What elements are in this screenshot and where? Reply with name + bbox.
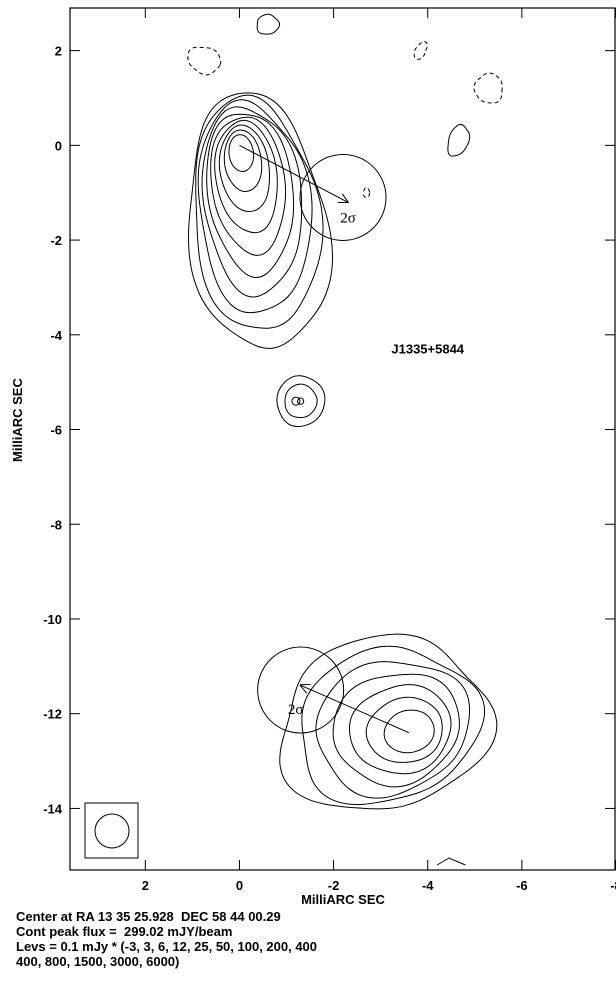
south-contour [348, 684, 452, 775]
y-tick-label: -10 [43, 612, 62, 627]
south-contour [301, 645, 486, 805]
y-tick-label: -8 [50, 517, 62, 532]
source-name-label: J1335+5844 [391, 342, 464, 357]
north-contour [210, 116, 287, 256]
y-tick-label: -14 [43, 801, 63, 816]
contour-layer [187, 13, 503, 866]
plot-border [69, 7, 616, 871]
y-tick-label: -12 [43, 707, 62, 722]
x-axis-label: MilliARC SEC [301, 892, 385, 907]
footer-line-levels-cont: 400, 800, 1500, 3000, 6000) [16, 954, 180, 969]
y-axis-ticks: 2 0 -2 -4 -6 -8 -10 -12 -14 [43, 44, 615, 816]
beam-ellipse [94, 813, 130, 849]
north-contour [228, 134, 255, 172]
offset-arrow [301, 685, 410, 734]
x-tick-label: 0 [236, 878, 243, 893]
middle-contour [297, 397, 305, 405]
north-contour [206, 113, 295, 278]
x-tick-label: -6 [516, 878, 528, 893]
north-contour [218, 124, 270, 212]
offset-arrow [239, 144, 347, 202]
plot-frame [69, 7, 616, 871]
negative-contour [473, 72, 503, 104]
north-contour [201, 106, 303, 298]
middle-contour [284, 383, 318, 419]
footer-info: Center at RA 13 35 25.928 DEC 58 44 00.2… [16, 909, 606, 969]
south-contour [279, 633, 498, 810]
noise-contour [291, 396, 301, 406]
y-tick-label: 2 [55, 44, 62, 59]
noise-contour [436, 857, 466, 866]
x-tick-label: -8 [610, 878, 616, 893]
x-tick-label: 2 [142, 878, 149, 893]
south-contour [315, 661, 471, 799]
sigma-circle [299, 153, 387, 241]
beam-box [84, 802, 139, 859]
noise-contour [256, 13, 281, 35]
sigma-label: 2σ [340, 210, 356, 226]
sigma-label: 2σ [288, 702, 304, 718]
south-contour [383, 709, 435, 754]
north-contour [223, 129, 263, 193]
south-contour [365, 696, 443, 763]
south-contour [332, 673, 460, 788]
noise-contour [447, 123, 471, 157]
footer-line-center: Center at RA 13 35 25.928 DEC 58 44 00.2… [16, 909, 281, 924]
y-tick-label: -2 [50, 233, 62, 248]
north-contour [188, 92, 334, 349]
negative-contour [363, 187, 371, 199]
middle-contour [276, 375, 326, 428]
negative-contour [413, 40, 428, 60]
north-contour [214, 119, 278, 234]
y-axis-label: MilliARC SEC [10, 378, 25, 462]
x-tick-label: -4 [422, 878, 434, 893]
sigma-circle [257, 646, 345, 734]
negative-contour [187, 46, 222, 76]
y-tick-label: 0 [55, 138, 62, 153]
north-contour [195, 94, 324, 329]
footer-line-levels: Levs = 0.1 mJy * (-3, 3, 6, 12, 25, 50, … [16, 939, 318, 954]
north-contour [197, 99, 313, 314]
x-axis-ticks: 2 0 -2 -4 -6 -8 [142, 8, 616, 893]
beam-frame [84, 802, 139, 859]
annotation-layer: 2σ 2σ [239, 144, 410, 734]
x-tick-label: -2 [328, 878, 340, 893]
y-tick-label: -6 [50, 423, 62, 438]
footer-line-peak-flux: Cont peak flux = 299.02 mJY/beam [16, 924, 233, 939]
y-tick-label: -4 [50, 328, 62, 343]
